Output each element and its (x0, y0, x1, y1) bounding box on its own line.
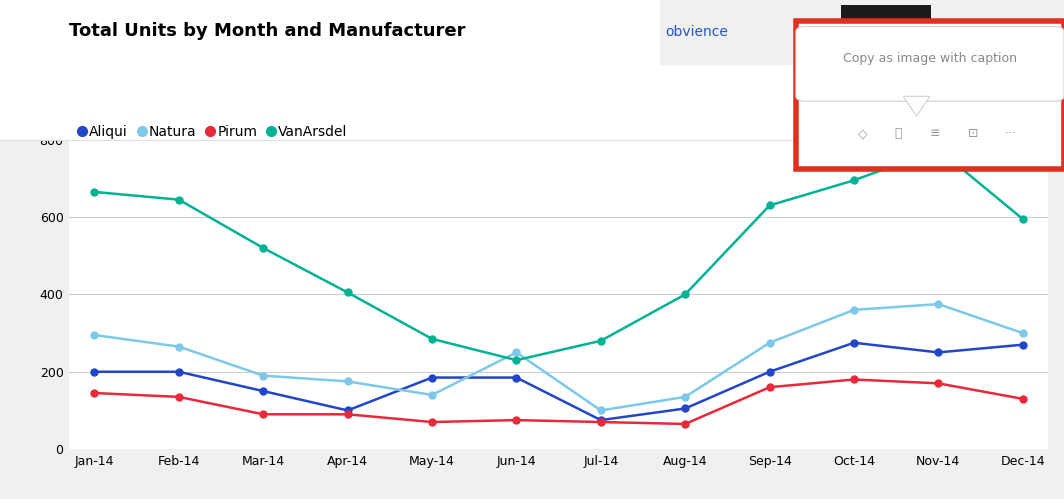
Text: Total Units by Month and Manufacturer: Total Units by Month and Manufacturer (69, 22, 466, 40)
Text: ⊡: ⊡ (967, 127, 978, 140)
Text: Copy as image with caption: Copy as image with caption (843, 52, 1017, 65)
Text: ≡: ≡ (930, 127, 941, 140)
Text: ···: ··· (1004, 127, 1016, 140)
Text: ◇: ◇ (858, 127, 868, 140)
Legend: Aliqui, Natura, Pirum, VanArsdel: Aliqui, Natura, Pirum, VanArsdel (74, 119, 353, 144)
Text: obvience: obvience (665, 25, 728, 39)
Text: ⧉: ⧉ (894, 127, 901, 140)
